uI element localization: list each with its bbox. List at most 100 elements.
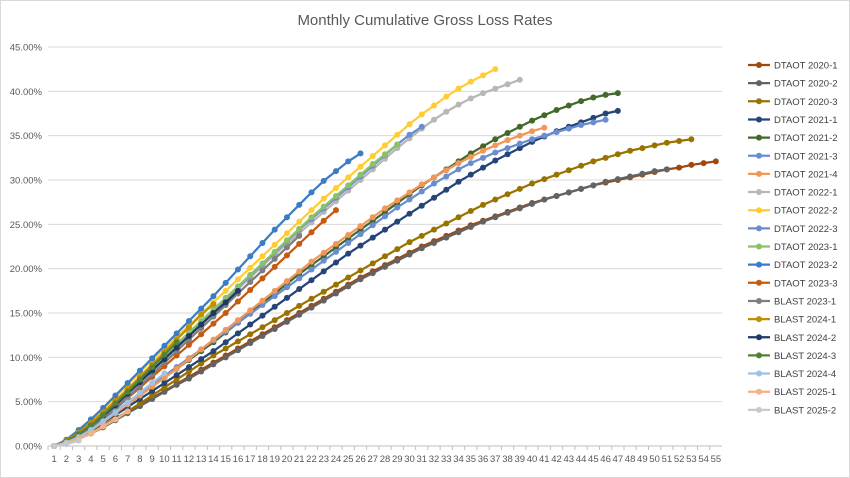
- data-point: [247, 286, 254, 293]
- x-tick-label: 37: [490, 454, 501, 465]
- x-tick-label: 36: [478, 454, 489, 465]
- data-point: [516, 76, 523, 83]
- data-point: [712, 158, 719, 165]
- data-point: [124, 408, 131, 415]
- data-point: [627, 147, 634, 154]
- data-point: [308, 207, 315, 214]
- x-tick-label: 34: [453, 454, 464, 465]
- data-point: [516, 132, 523, 139]
- data-point: [234, 287, 241, 294]
- data-point: [565, 125, 572, 132]
- data-point: [100, 418, 107, 425]
- data-point: [247, 278, 254, 285]
- data-point: [173, 376, 180, 383]
- x-tick-label: 29: [392, 454, 403, 465]
- x-tick-label: 35: [465, 454, 476, 465]
- data-point: [541, 124, 548, 131]
- data-point: [185, 356, 192, 363]
- data-point: [173, 372, 180, 379]
- legend-label: DTAOT 2021-2: [774, 133, 838, 144]
- data-point: [357, 242, 364, 249]
- x-tick-label: 26: [355, 454, 366, 465]
- data-point: [271, 303, 278, 310]
- data-point: [247, 253, 254, 260]
- series-dtaot-2020-1: [51, 158, 719, 449]
- data-point: [504, 151, 511, 158]
- data-point: [565, 167, 572, 174]
- data-point: [296, 232, 303, 239]
- data-point: [308, 266, 315, 273]
- legend-swatch-marker: [756, 80, 762, 87]
- y-tick-label: 20.00%: [10, 264, 43, 275]
- data-point: [651, 142, 658, 149]
- x-tick-label: 49: [637, 454, 648, 465]
- data-point: [480, 154, 487, 161]
- data-point: [296, 311, 303, 318]
- data-point: [504, 137, 511, 144]
- data-point: [210, 301, 217, 308]
- data-point: [161, 370, 168, 377]
- data-point: [124, 388, 131, 395]
- legend-swatch-marker: [756, 334, 762, 341]
- data-point: [185, 317, 192, 324]
- legend-entry: DTAOT 2021-2: [748, 133, 838, 144]
- data-point: [357, 267, 364, 274]
- legend-swatch-marker: [756, 116, 762, 123]
- data-point: [271, 293, 278, 300]
- data-point: [394, 204, 401, 211]
- data-point: [431, 226, 438, 233]
- x-tick-label: 30: [404, 454, 415, 465]
- data-point: [541, 132, 548, 139]
- x-tick-label: 50: [649, 454, 660, 465]
- data-point: [369, 270, 376, 277]
- data-point: [418, 181, 425, 188]
- data-point: [283, 230, 290, 237]
- data-point: [357, 171, 364, 178]
- data-point: [63, 441, 70, 448]
- data-point: [406, 210, 413, 217]
- data-point: [492, 85, 499, 92]
- data-point: [320, 268, 327, 275]
- data-point: [332, 207, 339, 214]
- data-point: [480, 143, 487, 150]
- data-point: [504, 191, 511, 198]
- data-point: [492, 157, 499, 164]
- data-point: [382, 205, 388, 212]
- data-point: [541, 112, 548, 119]
- x-tick-label: 23: [318, 454, 329, 465]
- data-point: [198, 311, 205, 318]
- data-point: [100, 423, 107, 430]
- x-tick-label: 2: [64, 454, 69, 465]
- data-point: [320, 203, 327, 210]
- legend-label: DTAOT 2021-3: [774, 151, 838, 162]
- data-point: [565, 102, 572, 109]
- data-point: [185, 341, 192, 348]
- data-point: [455, 178, 462, 185]
- x-tick-label: 12: [184, 454, 195, 465]
- legend-label: DTAOT 2020-2: [774, 79, 838, 90]
- data-point: [590, 114, 597, 121]
- data-point: [467, 95, 474, 102]
- data-point: [283, 237, 290, 244]
- data-point: [308, 214, 315, 221]
- data-point: [234, 317, 241, 324]
- data-point: [614, 151, 621, 158]
- data-point: [357, 223, 364, 230]
- data-point: [565, 189, 572, 196]
- legend-label: DTAOT 2023-1: [774, 242, 838, 253]
- x-tick-label: 51: [662, 454, 673, 465]
- x-tick-label: 31: [416, 454, 427, 465]
- data-point: [455, 160, 462, 167]
- y-tick-label: 45.00%: [10, 43, 43, 54]
- legend-label: DTAOT 2021-1: [774, 115, 838, 126]
- data-point: [296, 302, 303, 309]
- data-point: [247, 321, 254, 328]
- data-point: [222, 287, 229, 294]
- data-point: [112, 416, 119, 423]
- data-point: [185, 368, 192, 375]
- legend-swatch-marker: [756, 297, 762, 304]
- x-tick-label: 42: [551, 454, 562, 465]
- data-point: [271, 263, 278, 270]
- data-point: [480, 90, 487, 97]
- data-point: [271, 255, 278, 262]
